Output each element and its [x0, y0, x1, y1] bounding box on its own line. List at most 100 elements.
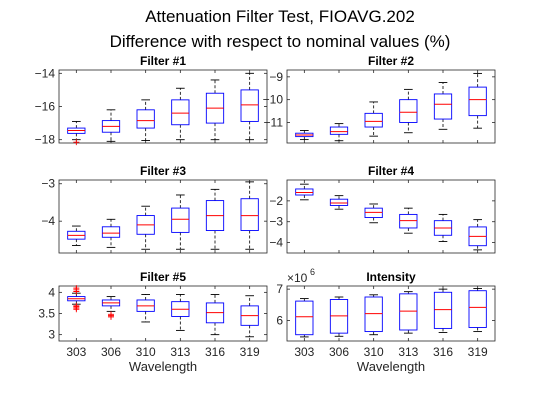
- y-tick-label: −3: [269, 215, 283, 229]
- x-tick-label: 303: [294, 345, 314, 359]
- x-axis-label: Wavelength: [129, 359, 197, 374]
- axes-frame: [58, 285, 268, 342]
- y-tick-label: −9: [269, 70, 283, 84]
- panel-5: 3 3.5 4 303 306 310 313 316 319 Filter #5 Waveleng…: [38, 270, 268, 374]
- x-tick-label: 313: [170, 345, 190, 359]
- axes-frame: [286, 285, 496, 342]
- box-316: [433, 213, 453, 242]
- figure-title-line-1: Attenuation Filter Test, FIOAVG.202: [145, 7, 415, 26]
- box-iqr: [295, 188, 314, 196]
- box-319: [240, 295, 259, 338]
- y-exponent-label: ×10: [287, 271, 308, 285]
- box-316: [205, 294, 225, 336]
- box-iqr: [399, 99, 418, 123]
- box-306: [329, 195, 349, 210]
- box-303: [67, 225, 86, 246]
- box-iqr: [364, 296, 383, 333]
- y-tick-label: 4: [48, 285, 55, 299]
- y-tick-label: −14: [35, 66, 56, 80]
- y-tick-label: −3: [41, 177, 55, 191]
- box-iqr: [101, 226, 121, 238]
- x-tick-label: 319: [240, 345, 260, 359]
- box-iqr: [171, 207, 190, 233]
- box-iqr: [364, 112, 383, 128]
- box-313: [399, 291, 418, 334]
- panel-2: −11 −10 −9 Filter #2: [263, 54, 496, 144]
- box-313: [171, 194, 190, 250]
- box-303: [295, 183, 314, 201]
- box-iqr: [171, 99, 190, 126]
- box-319: [468, 72, 487, 129]
- outlier-marker: [108, 311, 114, 318]
- y-tick-label: −4: [41, 214, 55, 228]
- x-tick-label: 313: [398, 345, 418, 359]
- x-tick-label: 303: [66, 345, 86, 359]
- panel-title: Filter #4: [368, 164, 414, 178]
- panel-title: Intensity: [366, 270, 416, 284]
- y-tick-label: −4: [269, 236, 283, 250]
- box-313: [399, 88, 418, 134]
- outlier-marker: [73, 302, 80, 309]
- box-306: [329, 296, 349, 337]
- box-306: [101, 218, 121, 248]
- panel-6: 6 7 303 306 310 313 316 319 Intensity Wavelength ×…: [276, 267, 496, 374]
- x-tick-label: 316: [205, 345, 225, 359]
- box-319: [468, 288, 487, 333]
- axes-frame: [58, 69, 268, 144]
- box-iqr: [433, 93, 453, 120]
- y-tick-label: 3: [48, 328, 55, 342]
- x-tick-label: 306: [101, 345, 121, 359]
- y-tick-label: −2: [269, 194, 283, 208]
- box-iqr: [329, 198, 349, 206]
- outlier-marker: [73, 139, 80, 146]
- box-310: [364, 101, 383, 137]
- box-iqr: [329, 126, 349, 135]
- y-tick-label: −11: [264, 115, 284, 129]
- y-tick-label: −16: [35, 100, 56, 114]
- box-306: [101, 109, 121, 142]
- box-iqr: [364, 207, 383, 218]
- y-tick-label: 6: [276, 314, 283, 328]
- box-iqr: [136, 109, 155, 129]
- y-tick-label: −18: [35, 133, 56, 147]
- box-303: [67, 285, 86, 313]
- box-306: [101, 296, 121, 320]
- axes-frame: [286, 179, 496, 254]
- x-tick-label: 306: [329, 345, 349, 359]
- x-axis-label: Wavelength: [357, 359, 425, 374]
- figure-title-line-2: Difference with respect to nominal value…: [109, 32, 451, 51]
- panel-1: −18 −16 −14 Filter #1: [35, 54, 268, 147]
- box-iqr: [240, 198, 259, 231]
- box-310: [136, 205, 155, 250]
- box-306: [329, 123, 349, 142]
- axes-frame: [286, 69, 496, 144]
- outlier-marker: [73, 285, 80, 292]
- y-exponent-power: 6: [310, 267, 315, 277]
- box-316: [433, 82, 453, 130]
- y-tick-label: 3.5: [38, 307, 55, 321]
- box-319: [240, 181, 259, 250]
- box-iqr: [433, 291, 453, 329]
- panel-title: Filter #2: [368, 54, 414, 68]
- box-303: [67, 120, 86, 146]
- panel-title: Filter #5: [140, 270, 186, 284]
- figure-title: Attenuation Filter Test, FIOAVG.202 Diff…: [0, 4, 560, 54]
- box-iqr: [468, 290, 487, 328]
- box-iqr: [468, 86, 487, 117]
- box-310: [136, 99, 155, 141]
- panel-title: Filter #1: [140, 54, 186, 68]
- box-316: [433, 288, 453, 333]
- y-tick-label: −10: [263, 93, 284, 107]
- box-316: [205, 188, 225, 250]
- box-303: [295, 130, 314, 141]
- box-316: [205, 79, 225, 141]
- box-319: [468, 219, 487, 251]
- box-310: [136, 294, 155, 323]
- y-tick-label: 7: [276, 282, 283, 296]
- x-tick-label: 319: [468, 345, 488, 359]
- box-310: [364, 294, 383, 336]
- x-tick-label: 316: [433, 345, 453, 359]
- box-310: [364, 203, 383, 224]
- box-313: [171, 294, 190, 331]
